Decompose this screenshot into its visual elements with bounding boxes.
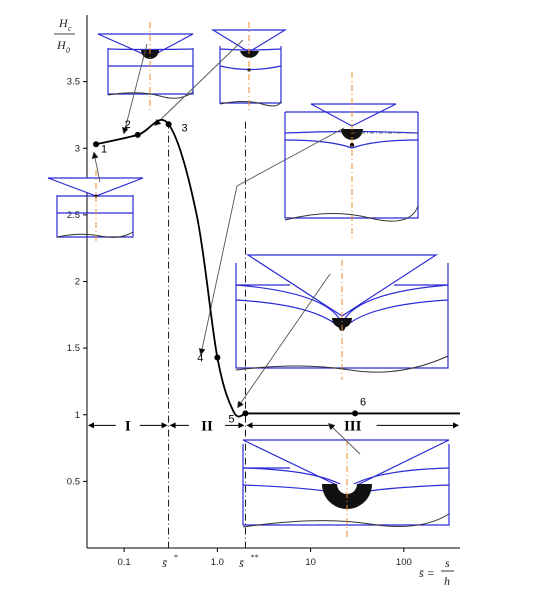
data-point (93, 141, 100, 148)
y-tick-label: 3 (75, 143, 80, 154)
inset-diagrams (47, 22, 450, 540)
data-point-label: 5 (228, 413, 234, 425)
region-arrowhead (238, 422, 245, 429)
inset-diagram-6 (242, 439, 450, 540)
ylabel-denominator-sub: 0 (66, 46, 70, 55)
data-point-label: 1 (101, 143, 107, 155)
data-point (352, 410, 359, 417)
x-axis-label: s̄ = s h (419, 556, 454, 588)
region-markers: I II III (88, 418, 459, 434)
x-tick-group: 0.1 1.0 10 100 (117, 548, 412, 568)
series-line (95, 118, 246, 418)
data-point (165, 121, 172, 128)
inset-diagram-3b (284, 72, 419, 238)
data-point-label: 2 (125, 119, 131, 131)
y-tick-label: 2 (75, 277, 80, 288)
x-tick-label: 0.1 (117, 557, 130, 568)
leader-3b (236, 127, 345, 187)
leader-3b-tail (201, 185, 238, 354)
inset-diagram-2 (97, 22, 194, 110)
data-point (242, 410, 249, 417)
xlabel-lhs: s̄ = (419, 566, 435, 580)
region-label: III (344, 418, 362, 434)
xlabel-denominator: h (444, 574, 450, 588)
critical-line-sup: * (174, 553, 178, 562)
inset-diagram-4 (235, 254, 449, 380)
critical-line-sup: ** (250, 553, 258, 562)
y-tick-label: 1.5 (67, 343, 80, 354)
critical-lines: s̄ * s̄ ** (162, 121, 258, 570)
x-tick-label: 1.0 (211, 557, 224, 568)
leader-1 (94, 153, 101, 183)
leader-6 (329, 424, 361, 455)
y-tick-label: 3.5 (67, 77, 80, 88)
ylabel-numerator-sub: c (68, 24, 72, 33)
leader-3 (155, 39, 244, 125)
region-arrowhead (453, 422, 459, 429)
leader-2 (124, 43, 148, 133)
data-point-label: 6 (360, 396, 366, 408)
region-label: I (125, 418, 131, 434)
region-label: II (201, 418, 213, 434)
y-tick-label: 0.5 (67, 476, 80, 487)
region-arrowhead (169, 422, 176, 429)
y-tick-label: 2.5 (67, 210, 80, 221)
ylabel-numerator: H (58, 16, 69, 30)
xlabel-numerator: s (445, 556, 450, 570)
y-tick-label: 1 (75, 410, 80, 421)
leader-4 (238, 273, 331, 407)
y-tick-group: 0.5 1 1.5 2 2.5 3 3.5 (67, 77, 87, 487)
y-axis-label: H c H 0 (54, 16, 75, 55)
x-tick-label: 100 (396, 557, 412, 568)
data-points: 1 2 3 4 5 6 (93, 119, 366, 425)
data-point (134, 131, 141, 138)
critical-line-label: s̄ (162, 556, 167, 570)
region-arrowhead (246, 422, 253, 429)
critical-line-label: s̄ (239, 556, 244, 570)
data-point-label: 4 (197, 352, 203, 364)
data-point-label: 3 (182, 122, 188, 134)
region-arrowhead (88, 422, 94, 429)
region-arrowhead (161, 422, 168, 429)
leader-arrows (94, 39, 361, 455)
inset-diagram-3 (210, 22, 288, 112)
data-point (214, 354, 221, 361)
inset-diagram-1 (47, 170, 144, 242)
x-tick-label: 10 (305, 557, 316, 568)
ylabel-denominator: H (56, 38, 67, 52)
